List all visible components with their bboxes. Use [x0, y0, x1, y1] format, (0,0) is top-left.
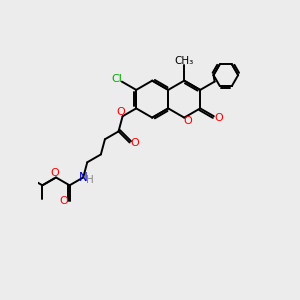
Text: O: O: [215, 113, 224, 123]
Text: H: H: [86, 175, 94, 185]
Text: O: O: [184, 116, 192, 126]
Text: Cl: Cl: [111, 74, 122, 83]
Text: O: O: [131, 138, 140, 148]
Text: O: O: [117, 107, 125, 117]
Text: CH₃: CH₃: [175, 56, 194, 66]
Text: O: O: [59, 196, 68, 206]
Text: O: O: [51, 168, 60, 178]
Text: N: N: [79, 171, 88, 184]
